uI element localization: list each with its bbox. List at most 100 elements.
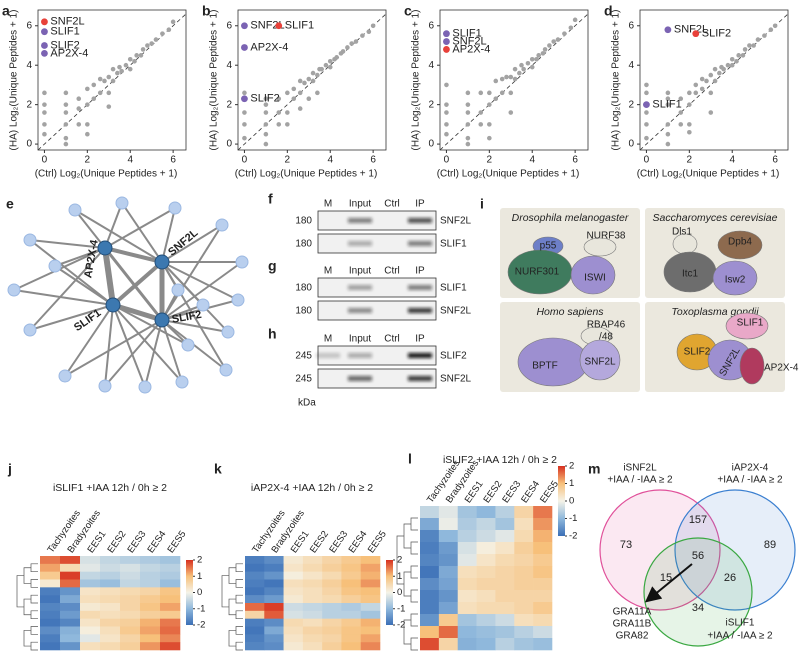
lane-label: M: [324, 266, 332, 277]
heatmap-cell: [514, 578, 534, 591]
data-point: [340, 49, 346, 54]
edge: [144, 319, 163, 388]
edge: [121, 202, 163, 263]
data-point: [487, 102, 492, 107]
dendrogram: [235, 626, 243, 635]
data-point: [687, 129, 692, 135]
data-point: [306, 76, 312, 82]
heatmap-cell: [100, 626, 121, 635]
data-point: [568, 25, 574, 31]
heatmap-cell: [420, 506, 440, 519]
heatmap-cell: [120, 610, 141, 619]
heatmap-cell: [283, 563, 304, 572]
blot: f M Input Ctrl IP 180 SNF2L 180 SLIF1: [268, 191, 472, 254]
blot: h M Input Ctrl IP 245 SLIF2 245 SNF2L kDa: [268, 326, 472, 409]
data-point: [102, 78, 107, 84]
heatmap-cell: [302, 563, 323, 572]
region-count: 73: [620, 539, 632, 551]
heatmap-cell: [322, 626, 342, 635]
heatmap-cell: [341, 642, 362, 651]
network: e AP2X-4 SNF2L SLIF1 SLIF2: [6, 196, 249, 394]
heatmap-cell: [420, 626, 440, 639]
heatmap-cell: [40, 618, 61, 627]
x-tick-label: 4: [729, 155, 735, 166]
heatmap-cell: [420, 590, 440, 603]
heatmap-cell: [341, 563, 362, 572]
highlight-label: SNF2L: [50, 16, 84, 28]
heatmap-cell: [40, 587, 61, 596]
band: [348, 218, 372, 223]
data-point: [63, 122, 69, 127]
data-point: [529, 64, 535, 70]
heatmap-cell: [438, 518, 459, 531]
heatmap-cell: [360, 626, 381, 635]
heatmap-cell: [533, 530, 553, 543]
heatmap-cell: [140, 610, 161, 619]
colorbar-label: 2: [569, 461, 574, 472]
data-point: [123, 62, 129, 68]
data-point: [138, 53, 144, 58]
data-point: [534, 56, 539, 62]
panel-letter: h: [268, 326, 277, 342]
data-point: [508, 74, 514, 80]
peripheral-node: [98, 379, 112, 393]
heatmap-cell: [283, 610, 304, 619]
panel-letter: f: [268, 191, 273, 207]
heatmap-cell: [341, 579, 362, 588]
colorbar: [186, 560, 193, 625]
lane-label: Ctrl: [384, 266, 400, 277]
edge: [29, 239, 114, 306]
heatmap-cell: [360, 563, 381, 572]
edge: [161, 224, 223, 263]
core-edge: [103, 247, 164, 321]
node-label: SLIF1: [72, 307, 103, 334]
heatmap-cell: [438, 602, 459, 615]
heatmap-cell: [100, 595, 121, 604]
peripheral-node: [196, 298, 210, 312]
heatmap-cell: [160, 563, 181, 572]
band: [348, 241, 372, 246]
data-point: [478, 90, 484, 96]
dendrogram: [235, 594, 243, 604]
data-point: [665, 96, 671, 102]
dendrogram: [16, 575, 24, 608]
heatmap-title: iSLIF1 +IAA 12h / 0h ≥ 2: [53, 482, 167, 494]
column-label: EES4: [347, 529, 370, 555]
column-label: EES2: [106, 529, 129, 555]
region-count: 34: [692, 602, 704, 614]
subunit: [712, 260, 758, 296]
plot-frame: [237, 9, 387, 151]
heatmap-cell: [264, 626, 284, 635]
peripheral-node: [215, 218, 229, 232]
heatmap-cell: [160, 610, 181, 619]
x-tick-label: 6: [572, 155, 578, 166]
heatmap-cell: [80, 595, 101, 604]
column-label: EES4: [519, 479, 542, 505]
highlight-point: [443, 38, 450, 45]
peripheral-node: [23, 323, 37, 337]
data-point: [687, 90, 692, 96]
band: [408, 218, 432, 223]
dendrogram: [30, 610, 38, 620]
heatmap-cell: [264, 603, 284, 612]
x-tick-label: 0: [42, 155, 48, 166]
heatmap-cell: [476, 518, 496, 531]
heatmap-cell: [120, 579, 141, 588]
highlight-point: [41, 28, 48, 36]
data-point: [327, 58, 333, 64]
heatmap-cell: [302, 556, 323, 565]
data-point: [644, 110, 649, 115]
data-point: [665, 131, 671, 137]
y-tick-label: 0: [226, 139, 232, 150]
column-label: EES5: [538, 479, 561, 505]
protein-label: SNF2L: [440, 216, 472, 227]
protein-label: SNF2L: [440, 306, 472, 317]
heatmap-cell: [476, 614, 496, 627]
heatmap-cell: [495, 530, 515, 543]
heatmap-cell: [245, 579, 265, 588]
data-point: [478, 110, 484, 115]
heatmap-cell: [302, 603, 323, 612]
data-point: [166, 27, 172, 33]
y-tick-label: 4: [226, 60, 232, 71]
heatmap-cell: [457, 518, 477, 531]
